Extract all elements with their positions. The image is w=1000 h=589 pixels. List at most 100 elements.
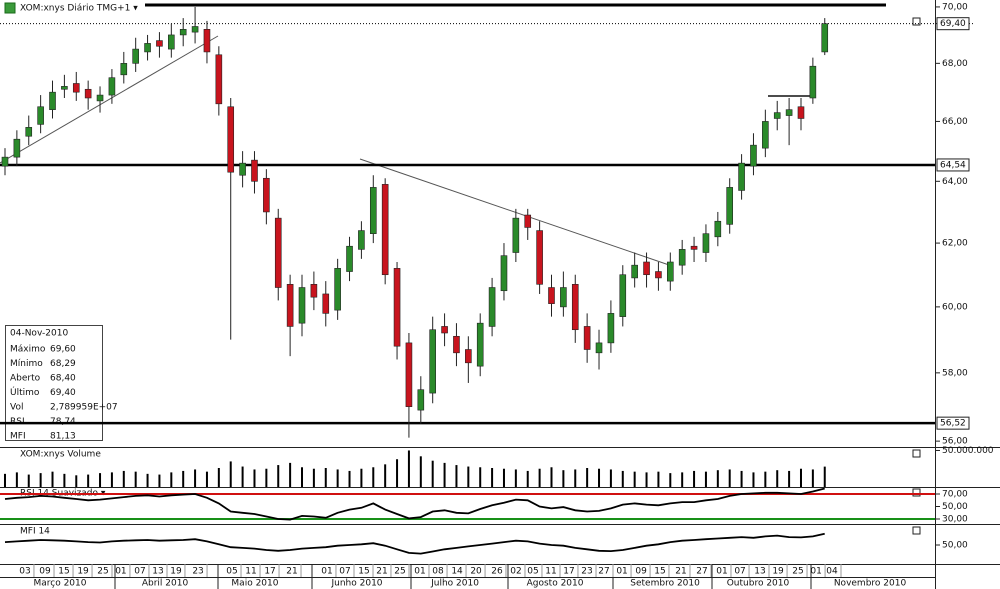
volume-bar [788, 470, 791, 487]
volume-bar [134, 471, 137, 487]
x-tick-label: 27 [598, 567, 609, 577]
x-tick-label: 03 [19, 567, 30, 577]
y-tick-label: 70,00 [942, 490, 968, 500]
candle-body [72, 83, 80, 93]
info-value: 69,60 [50, 345, 76, 355]
candle-body [441, 326, 448, 334]
candle-body [334, 268, 341, 311]
candle-body [405, 342, 413, 407]
candle-body [607, 313, 615, 344]
volume-bar [75, 475, 78, 487]
month-label: Abril 2010 [142, 579, 189, 589]
candle-body [453, 335, 460, 354]
x-tick-label: 01 [321, 567, 332, 577]
volume-bar [324, 468, 327, 487]
x-tick-label: 25 [97, 567, 108, 577]
x-tick-label: 19 [170, 567, 182, 577]
level-label-box [936, 416, 970, 430]
volume-bar [312, 468, 315, 487]
x-tick-label: 23 [581, 567, 592, 577]
volume-bar [586, 468, 589, 487]
volume-bar [657, 471, 660, 487]
x-tick-label: 14 [451, 567, 463, 577]
level-label: 69,40 [940, 19, 966, 29]
volume-bar [693, 470, 696, 487]
x-tick-label: 25 [394, 567, 405, 577]
candle-body [714, 220, 722, 238]
x-tick-label: 04 [826, 567, 838, 577]
candle-body [132, 48, 139, 64]
info-label: Mínimo [10, 359, 43, 369]
x-tick-label: 01 [414, 567, 425, 577]
info-label: Máximo [10, 345, 46, 355]
candle-body [762, 121, 769, 149]
x-tick-label: 15 [654, 567, 665, 577]
x-tick-label: 20 [470, 567, 482, 577]
month-label: Novembro 2010 [834, 579, 907, 589]
x-tick-label: 07 [339, 567, 350, 577]
candle-body [643, 261, 650, 276]
volume-bar [455, 465, 458, 487]
candle-body [286, 284, 294, 327]
level-label-box [936, 158, 970, 172]
volume-bar [87, 474, 90, 487]
candle-body [667, 261, 674, 282]
candle-body [346, 245, 353, 272]
candle-body [785, 109, 793, 116]
x-tick-label: 23 [192, 567, 203, 577]
volume-bar [217, 468, 220, 487]
candle-body [536, 230, 543, 285]
volume-bar [811, 469, 814, 487]
candle-body [358, 230, 365, 250]
candle-body [96, 94, 104, 102]
info-value: 69,40 [50, 388, 76, 398]
volume-bar [396, 459, 399, 487]
x-tick-label: 13 [152, 567, 163, 577]
volume-bar [205, 471, 208, 487]
info-value: 81,13 [50, 432, 76, 442]
x-tick-label: 26 [491, 567, 503, 577]
candle-body [25, 127, 33, 137]
volume-bar [574, 469, 577, 487]
x-tick-label: 07 [134, 567, 145, 577]
volume-bar [146, 473, 149, 487]
x-tick-label: 25 [792, 567, 803, 577]
candle-body [381, 184, 389, 276]
candle-body [322, 293, 330, 314]
volume-bar [598, 468, 601, 487]
volume-bar [372, 467, 375, 487]
volume-bar [764, 471, 767, 487]
x-tick-label: 11 [245, 567, 256, 577]
candle-body [678, 249, 686, 266]
candle-body [655, 271, 662, 279]
volume-bar [431, 460, 434, 487]
x-tick-label: 21 [675, 567, 686, 577]
y-tick-label: 50,00 [942, 502, 968, 512]
volume-bar [122, 470, 125, 487]
info-label: Último [10, 386, 40, 398]
x-tick-label: 05 [226, 567, 237, 577]
volume-bar [158, 474, 161, 487]
info-value: 68,29 [50, 359, 76, 369]
y-tick-label: 50,00 [942, 541, 968, 551]
candle-body [809, 65, 817, 99]
info-value: 68,40 [50, 374, 76, 384]
y-tick-label: 58,00 [942, 368, 968, 378]
volume-bar [669, 473, 672, 487]
volume-bar [645, 472, 648, 487]
info-label: Aberto [10, 374, 41, 384]
volume-bar [360, 468, 363, 487]
title-icon [4, 2, 16, 14]
y-tick-label: 50.000.000 [942, 446, 994, 456]
panel-buttons[interactable] [912, 17, 921, 535]
volume-bar [301, 467, 304, 487]
x-tick-label: 21 [376, 567, 387, 577]
volume-bar [253, 469, 256, 487]
candle-body [571, 284, 579, 331]
candle-body [524, 214, 532, 228]
candle-body [797, 106, 805, 119]
candle-body [168, 34, 175, 50]
x-tick-label: 01 [810, 567, 821, 577]
candle-body [251, 159, 258, 182]
